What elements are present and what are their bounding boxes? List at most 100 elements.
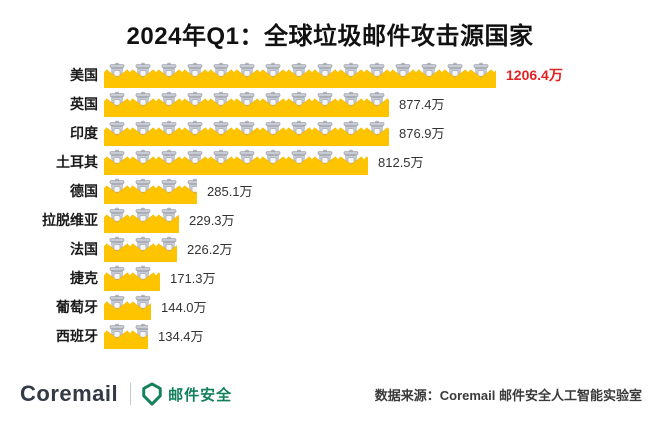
trash-in-envelope-icon	[416, 62, 442, 88]
country-label: 捷克	[70, 269, 98, 286]
country-label: 印度	[70, 124, 98, 141]
trash-in-envelope-icon	[130, 178, 156, 204]
trash-in-envelope-icon	[156, 236, 177, 262]
trash-in-envelope-icon	[156, 149, 182, 175]
trash-in-envelope-icon	[104, 62, 130, 88]
trash-in-envelope-icon	[182, 149, 208, 175]
trash-in-envelope-icon	[286, 149, 312, 175]
trash-in-envelope-icon	[130, 294, 151, 320]
divider	[130, 383, 132, 405]
country-label: 美国	[70, 66, 98, 83]
trash-in-envelope-icon	[156, 207, 179, 233]
bar	[104, 149, 368, 175]
chart-row: 拉脱维亚 229.3万	[0, 205, 660, 234]
trash-in-envelope-icon	[104, 120, 130, 146]
coremail-wordmark: Coremail	[20, 381, 119, 406]
trash-in-envelope-icon	[494, 69, 496, 88]
chart-row: 英国 877.4万	[0, 89, 660, 118]
trash-in-envelope-icon	[130, 149, 156, 175]
trash-in-envelope-icon	[234, 149, 260, 175]
trash-in-envelope-icon	[442, 62, 468, 88]
trash-in-envelope-icon	[104, 294, 130, 320]
bar	[104, 265, 160, 291]
trash-in-envelope-icon	[156, 91, 182, 117]
trash-in-envelope-icon	[104, 178, 130, 204]
country-label: 西班牙	[56, 327, 98, 344]
trash-in-envelope-icon	[130, 207, 156, 233]
chart-row: 葡萄牙 144.0万	[0, 292, 660, 321]
brand-logo: Coremail 邮件安全	[20, 381, 232, 407]
data-source-text: 数据来源：Coremail 邮件安全人工智能实验室	[374, 387, 642, 403]
trash-in-envelope-icon	[260, 91, 286, 117]
trash-in-envelope-icon	[338, 149, 364, 175]
trash-in-envelope-icon	[364, 62, 390, 88]
value-label: 1206.4万	[506, 66, 563, 83]
trash-in-envelope-icon	[312, 62, 338, 88]
value-label: 812.5万	[378, 155, 424, 170]
trash-in-envelope-icon	[208, 149, 234, 175]
trash-in-envelope-icon	[104, 236, 130, 262]
trash-in-envelope-icon	[312, 91, 338, 117]
trash-in-envelope-icon	[104, 323, 130, 349]
shield-icon	[142, 382, 162, 406]
trash-in-envelope-icon	[104, 207, 130, 233]
chart-row: 印度 876.9万	[0, 118, 660, 147]
trash-in-envelope-icon	[338, 91, 364, 117]
country-label: 法国	[70, 240, 98, 257]
trash-in-envelope-icon	[208, 120, 234, 146]
trash-in-envelope-icon	[156, 271, 160, 291]
trash-in-envelope-icon	[130, 62, 156, 88]
country-label: 土耳其	[56, 153, 98, 170]
bar	[104, 207, 179, 233]
brand-subtitle: 邮件安全	[168, 386, 233, 404]
trash-in-envelope-icon	[468, 62, 494, 88]
trash-in-envelope-icon	[286, 120, 312, 146]
value-label: 144.0万	[161, 300, 207, 315]
trash-in-envelope-icon	[156, 178, 182, 204]
trash-in-envelope-icon	[286, 62, 312, 88]
trash-in-envelope-icon	[286, 91, 312, 117]
country-label: 葡萄牙	[56, 298, 98, 315]
value-label: 229.3万	[189, 213, 235, 228]
trash-in-envelope-icon	[260, 62, 286, 88]
trash-in-envelope-icon	[338, 62, 364, 88]
value-label: 877.4万	[399, 97, 445, 112]
bar	[104, 236, 177, 262]
trash-in-envelope-icon	[130, 120, 156, 146]
bar	[104, 91, 389, 117]
chart-row: 西班牙 134.4万	[0, 321, 660, 350]
trash-in-envelope-icon	[156, 120, 182, 146]
trash-in-envelope-icon	[312, 149, 338, 175]
trash-in-envelope-icon	[182, 120, 208, 146]
bar	[104, 294, 151, 320]
trash-in-envelope-icon	[364, 120, 389, 146]
value-label: 171.3万	[170, 271, 216, 286]
value-label: 134.4万	[158, 329, 204, 344]
trash-in-envelope-icon	[234, 62, 260, 88]
trash-in-envelope-icon	[364, 155, 368, 175]
country-label: 德国	[70, 182, 98, 199]
chart-title: 2024年Q1：全球垃圾邮件攻击源国家	[126, 23, 534, 50]
trash-in-envelope-icon	[234, 91, 260, 117]
trash-in-envelope-icon	[260, 120, 286, 146]
trash-in-envelope-icon	[130, 323, 148, 349]
trash-in-envelope-icon	[104, 91, 130, 117]
trash-in-envelope-icon	[104, 265, 130, 291]
country-label: 英国	[70, 95, 98, 112]
value-label: 285.1万	[207, 184, 253, 199]
trash-in-envelope-icon	[390, 62, 416, 88]
trash-in-envelope-icon	[234, 120, 260, 146]
chart-row: 捷克 171.3万	[0, 263, 660, 292]
trash-in-envelope-icon	[104, 149, 130, 175]
value-label: 226.2万	[187, 242, 233, 257]
trash-in-envelope-icon	[182, 91, 208, 117]
trash-in-envelope-icon	[312, 120, 338, 146]
trash-in-envelope-icon	[338, 120, 364, 146]
bar	[104, 323, 148, 349]
trash-in-envelope-icon	[130, 236, 156, 262]
footer: Coremail 邮件安全 数据来源：Coremail 邮件安全人工智能实验室	[20, 381, 642, 407]
bar	[104, 62, 496, 88]
trash-in-envelope-icon	[260, 149, 286, 175]
trash-in-envelope-icon	[208, 91, 234, 117]
